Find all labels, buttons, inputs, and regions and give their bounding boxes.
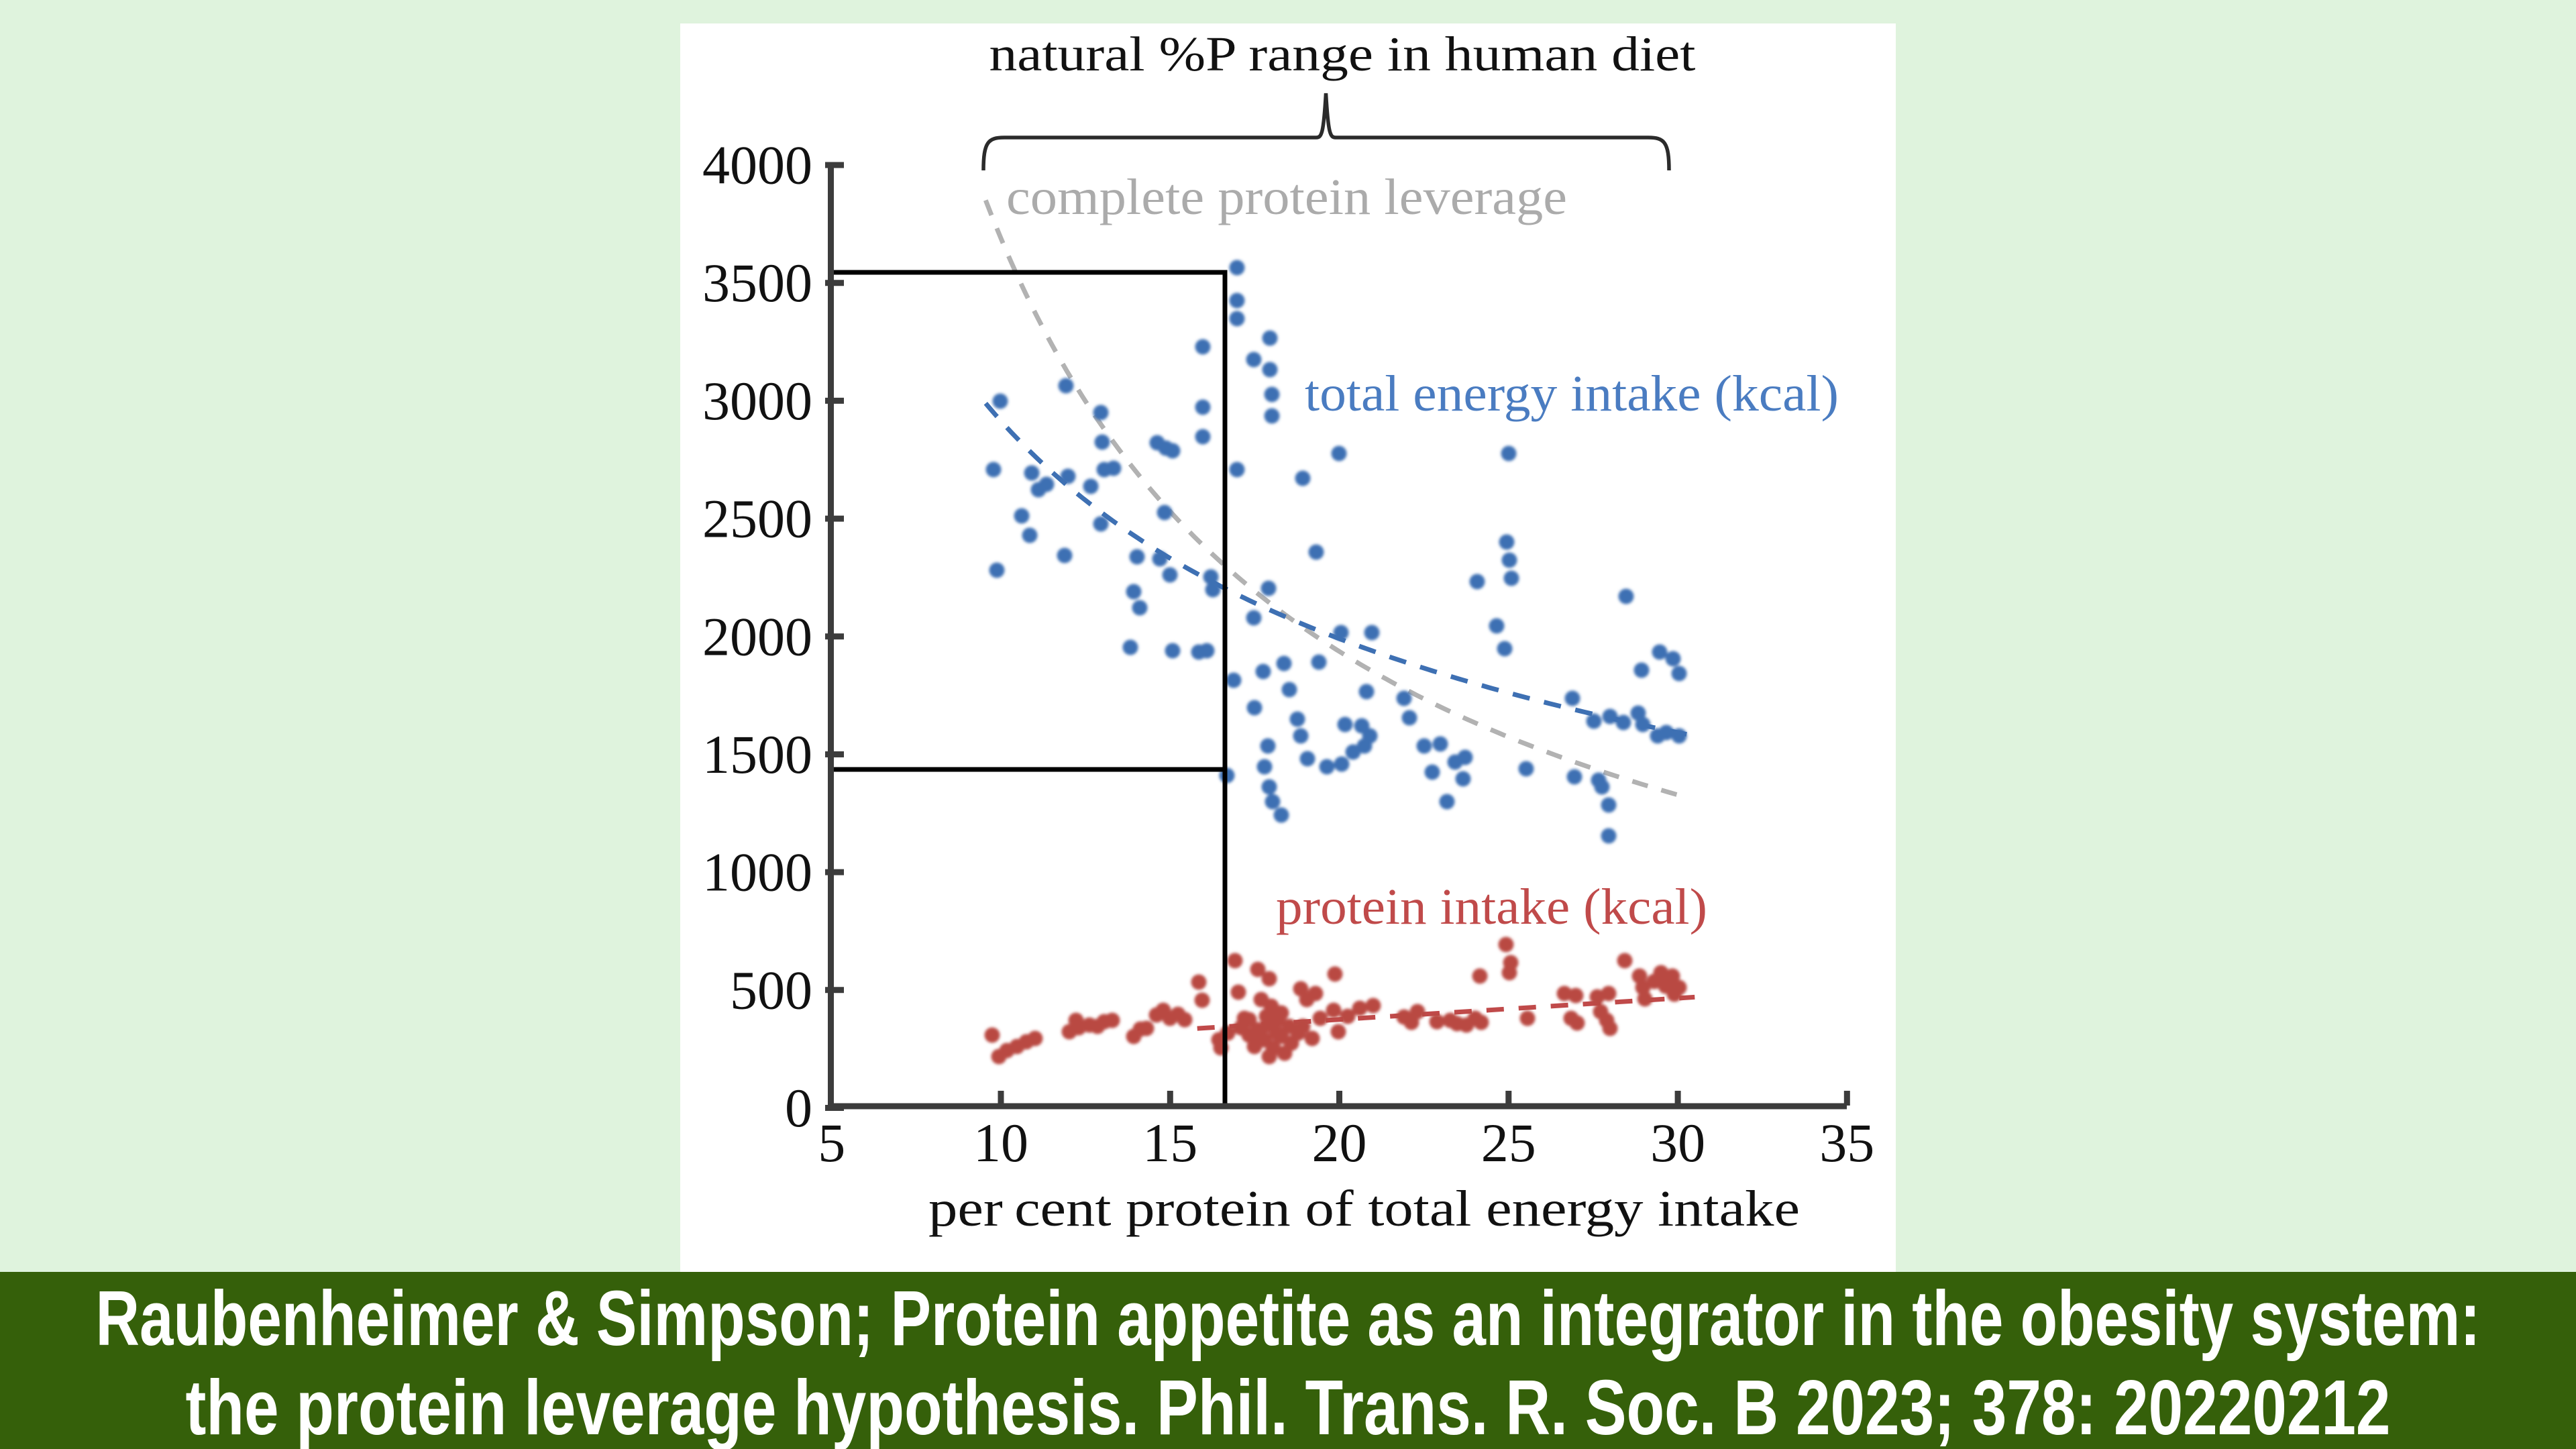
svg-text:35: 35	[1819, 1112, 1874, 1173]
svg-text:total energy intake (kcal): total energy intake (kcal)	[1305, 366, 1839, 422]
svg-text:2000: 2000	[702, 606, 812, 667]
svg-text:3500: 3500	[702, 252, 812, 313]
svg-text:protein intake (kcal): protein intake (kcal)	[1276, 879, 1707, 935]
svg-text:3000: 3000	[702, 370, 812, 431]
svg-text:500: 500	[730, 959, 812, 1020]
svg-text:per cent protein of total ener: per cent protein of total energy intake	[928, 1181, 1800, 1237]
svg-text:5: 5	[818, 1112, 845, 1173]
svg-text:30: 30	[1650, 1112, 1705, 1173]
svg-text:25: 25	[1481, 1112, 1536, 1173]
svg-text:15: 15	[1142, 1112, 1197, 1173]
svg-text:2500: 2500	[702, 488, 812, 549]
svg-text:Raubenheimer & Simpson; Protei: Raubenheimer & Simpson; Protein appetite…	[96, 1275, 2481, 1362]
svg-text:the protein leverage hypothesi: the protein leverage hypothesis. Phil. T…	[186, 1364, 2391, 1449]
svg-text:0: 0	[785, 1077, 812, 1138]
svg-text:20: 20	[1312, 1112, 1367, 1173]
svg-text:complete protein leverage: complete protein leverage	[1006, 169, 1567, 225]
svg-text:1000: 1000	[702, 842, 812, 903]
svg-text:natural %P range in human diet: natural %P range in human diet	[989, 27, 1696, 81]
svg-text:1500: 1500	[702, 724, 812, 785]
svg-text:10: 10	[973, 1112, 1028, 1173]
svg-text:4000: 4000	[702, 135, 812, 196]
